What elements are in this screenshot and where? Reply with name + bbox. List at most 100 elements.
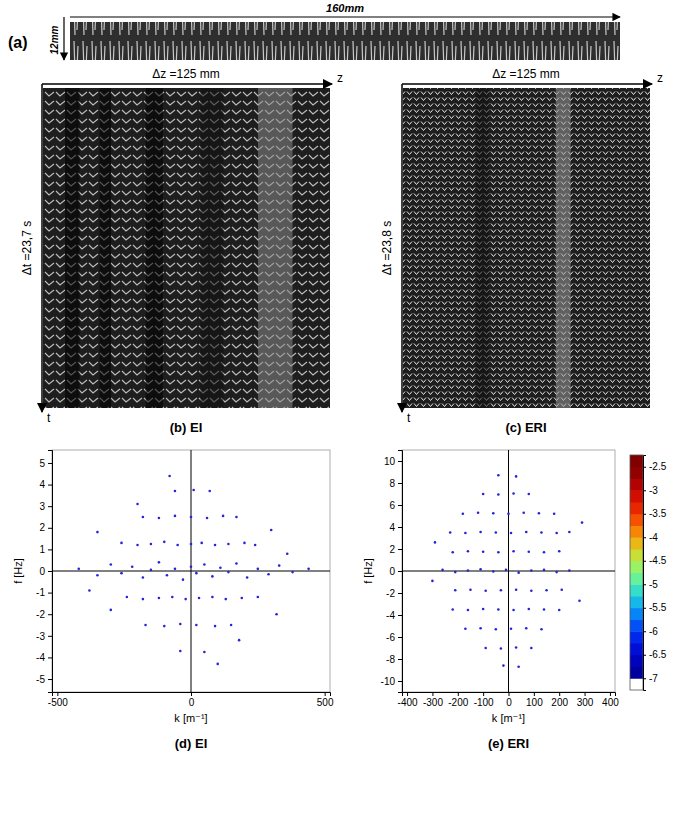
data-point [171,596,174,599]
data-point [142,598,145,601]
data-point [464,627,467,630]
colorbar-cell [630,596,643,608]
data-point [206,517,209,520]
data-point [136,503,139,506]
data-point [515,588,518,591]
data-point [120,572,123,575]
tick-label: 300 [577,697,594,708]
axis-letter: t [407,411,411,425]
data-point [131,565,134,568]
axis-annotation: Δz =125 mm [492,67,560,81]
data-point [482,550,485,553]
tick-label: 10 [384,456,396,467]
colorbar-cell [630,514,643,526]
data-point [560,588,563,591]
data-point [307,568,310,571]
axis-annotation: Δt =23,7 s [20,221,34,275]
data-point [163,625,166,628]
tick-label: -3.5 [649,508,667,519]
tick-mark [48,463,52,464]
data-point [530,647,533,650]
image-strip [70,22,620,60]
data-point [530,590,533,593]
tick: -4 [36,652,52,663]
tick-mark [483,692,484,696]
data-point [96,531,99,534]
colorbar-cell [630,561,643,573]
tick-mark [48,549,52,550]
tick: -6 [386,632,402,643]
panel-caption: (c) ERI [505,420,546,435]
data-point [581,521,584,524]
data-point [441,569,444,572]
tick: 400 [602,692,619,708]
tick: 0 [39,566,52,577]
data-point [515,646,518,649]
data-point [182,578,185,581]
data-point [150,543,153,546]
tick-label: 4 [389,522,395,533]
tick-mark [48,614,52,615]
data-point [240,597,243,600]
data-point [522,511,525,514]
tick-mark [398,593,402,594]
data-point [179,650,182,653]
colorbar-cell [630,620,643,632]
tick-label: 5 [39,458,45,469]
tick: -5 [36,674,52,685]
data-point [497,608,500,611]
data-point [467,550,470,553]
data-point [254,544,257,547]
data-point [454,589,457,592]
data-point [257,568,260,571]
tick-label: -500 [48,697,68,708]
data-point [527,608,530,611]
colorbar-cell [630,643,643,655]
data-point [540,628,543,631]
panel-caption: (b) EI [170,420,203,435]
plot-area [402,450,615,692]
data-point [484,590,487,593]
data-point [190,565,193,568]
data-point [512,492,515,495]
colorbar-cell [630,502,643,514]
data-point [267,573,270,576]
data-point [538,512,541,515]
arrow [401,84,403,412]
colorbar-cell [630,678,643,690]
data-point [208,490,211,493]
data-point [219,566,222,569]
dimension-label: 12mm [49,25,60,54]
axis-title: f [Hz] [12,558,24,584]
data-point [462,513,465,516]
tick: -300 [423,692,443,708]
data-point [510,532,513,535]
data-point [166,574,169,577]
x-axis: -400-300-200-1000100200300400 [398,692,620,708]
tick-label: -8 [386,654,395,665]
tick-label: 6 [389,500,395,511]
dimension-label: 160mm [326,2,364,14]
arrow [70,16,620,17]
data-point [505,569,508,572]
data-point [230,624,233,627]
tick-mark [643,608,646,609]
tick-label: -6.5 [649,649,667,660]
tick-label: -10 [381,676,396,687]
data-point [158,561,161,564]
image-band [200,88,223,408]
colorbar-cell [630,655,643,667]
data-point [525,627,528,630]
tick-label: 8 [389,478,395,489]
zero-line [508,450,509,692]
tick-mark [643,678,646,679]
plot-area [52,450,330,692]
tick-mark [643,514,646,515]
data-point [454,571,457,574]
tick-mark [398,681,402,682]
tick-mark [643,490,646,491]
data-point [495,628,498,631]
tick-mark [48,636,52,637]
data-point [479,531,482,534]
tick-label: 100 [526,697,543,708]
